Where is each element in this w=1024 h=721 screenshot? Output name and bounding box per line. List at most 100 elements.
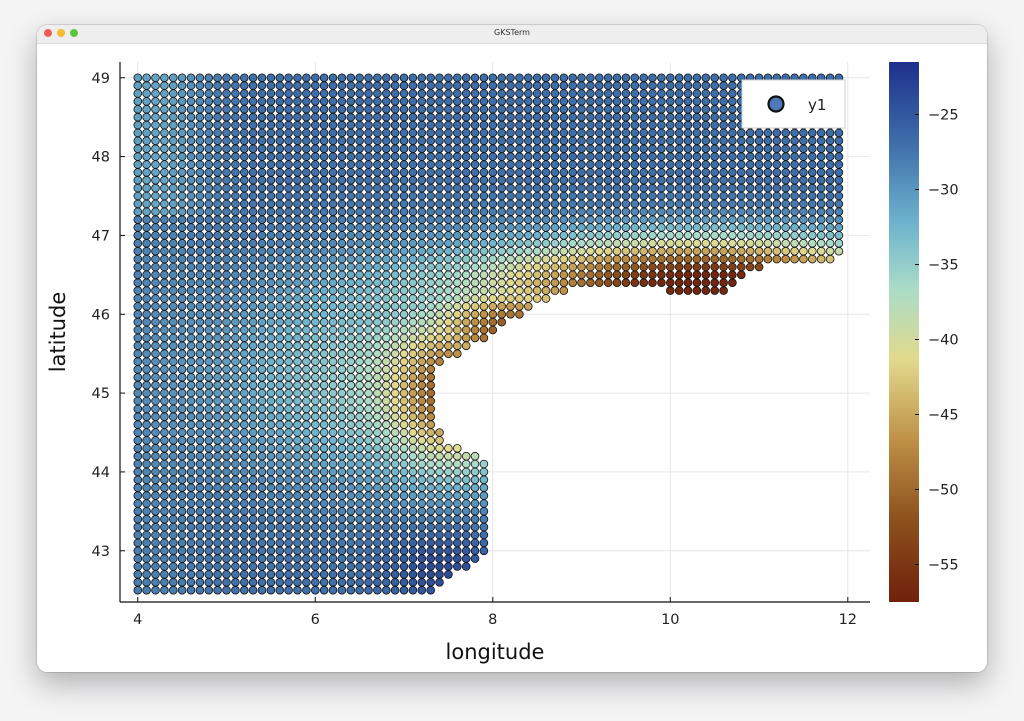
data-point xyxy=(479,144,489,154)
data-point xyxy=(204,404,214,414)
data-point xyxy=(381,120,391,130)
data-point xyxy=(284,97,293,106)
minimize-window-button[interactable] xyxy=(57,29,65,37)
data-point xyxy=(594,168,604,177)
data-point xyxy=(293,372,302,382)
data-point xyxy=(346,349,356,359)
data-point xyxy=(337,372,347,382)
data-point xyxy=(186,136,196,146)
data-point xyxy=(177,215,187,225)
data-point xyxy=(461,546,471,556)
data-point xyxy=(284,246,293,256)
data-point xyxy=(674,239,684,248)
data-point xyxy=(692,191,702,201)
data-point xyxy=(603,254,613,264)
data-point xyxy=(266,372,276,382)
data-point xyxy=(319,530,329,540)
data-point xyxy=(408,223,418,232)
data-point xyxy=(177,81,187,90)
data-point xyxy=(745,168,755,177)
data-point xyxy=(816,246,826,256)
data-point xyxy=(612,73,622,83)
data-point xyxy=(257,443,267,453)
data-point xyxy=(381,246,391,256)
data-point xyxy=(257,546,267,556)
data-point xyxy=(408,491,418,500)
data-point xyxy=(452,499,462,508)
data-point xyxy=(373,333,382,343)
data-point xyxy=(231,112,240,122)
close-window-button[interactable] xyxy=(44,29,52,37)
data-point xyxy=(488,73,498,83)
data-point xyxy=(515,262,524,272)
data-point xyxy=(248,349,258,359)
data-point xyxy=(275,136,285,146)
data-point xyxy=(160,349,169,359)
data-point xyxy=(612,168,622,177)
data-point xyxy=(186,396,196,406)
data-point xyxy=(284,89,293,98)
data-point xyxy=(701,286,711,295)
data-point xyxy=(399,254,409,264)
data-point xyxy=(248,160,258,169)
data-point xyxy=(284,175,293,185)
data-point xyxy=(692,97,702,106)
data-point xyxy=(275,443,285,453)
data-point xyxy=(452,262,462,272)
data-point xyxy=(408,97,418,106)
data-point xyxy=(692,207,702,217)
data-point xyxy=(222,499,231,508)
data-point xyxy=(417,388,427,398)
data-point xyxy=(284,262,293,272)
data-point xyxy=(816,175,826,185)
data-point xyxy=(515,73,524,83)
data-point xyxy=(728,128,737,138)
data-point xyxy=(266,317,276,327)
data-point xyxy=(195,231,205,240)
data-point xyxy=(160,294,169,303)
data-point xyxy=(754,191,764,201)
y-tick-label: 48 xyxy=(92,150,110,166)
data-point xyxy=(568,254,577,264)
data-point xyxy=(559,97,569,106)
data-point xyxy=(621,89,631,98)
data-point xyxy=(284,483,293,493)
data-point xyxy=(408,483,418,493)
data-point xyxy=(834,239,844,248)
data-point xyxy=(417,199,427,209)
data-point xyxy=(390,483,400,493)
data-point xyxy=(133,570,143,579)
data-point xyxy=(381,396,391,406)
data-point xyxy=(355,475,364,485)
data-point xyxy=(204,522,214,532)
data-point xyxy=(240,309,249,319)
maximize-window-button[interactable] xyxy=(70,29,78,37)
data-point xyxy=(816,152,826,161)
data-point xyxy=(399,325,409,335)
data-point xyxy=(523,183,533,193)
data-point xyxy=(355,459,364,469)
data-point xyxy=(195,546,205,556)
data-point xyxy=(275,105,285,114)
data-point xyxy=(284,144,293,154)
data-point xyxy=(577,89,586,98)
data-point xyxy=(834,223,844,232)
data-point xyxy=(381,475,391,485)
data-point xyxy=(355,112,364,122)
data-point xyxy=(577,112,586,122)
data-point xyxy=(710,231,719,240)
data-point xyxy=(133,302,143,311)
data-point xyxy=(470,262,480,272)
data-point xyxy=(603,183,613,193)
data-point xyxy=(816,183,826,193)
data-point xyxy=(319,436,329,445)
data-point xyxy=(781,254,790,264)
data-point xyxy=(399,499,409,508)
data-point xyxy=(240,506,249,516)
data-point xyxy=(568,215,577,225)
data-point xyxy=(444,120,453,130)
data-point xyxy=(390,546,400,556)
data-point xyxy=(657,278,666,288)
data-point xyxy=(169,105,178,114)
data-point xyxy=(657,136,666,146)
